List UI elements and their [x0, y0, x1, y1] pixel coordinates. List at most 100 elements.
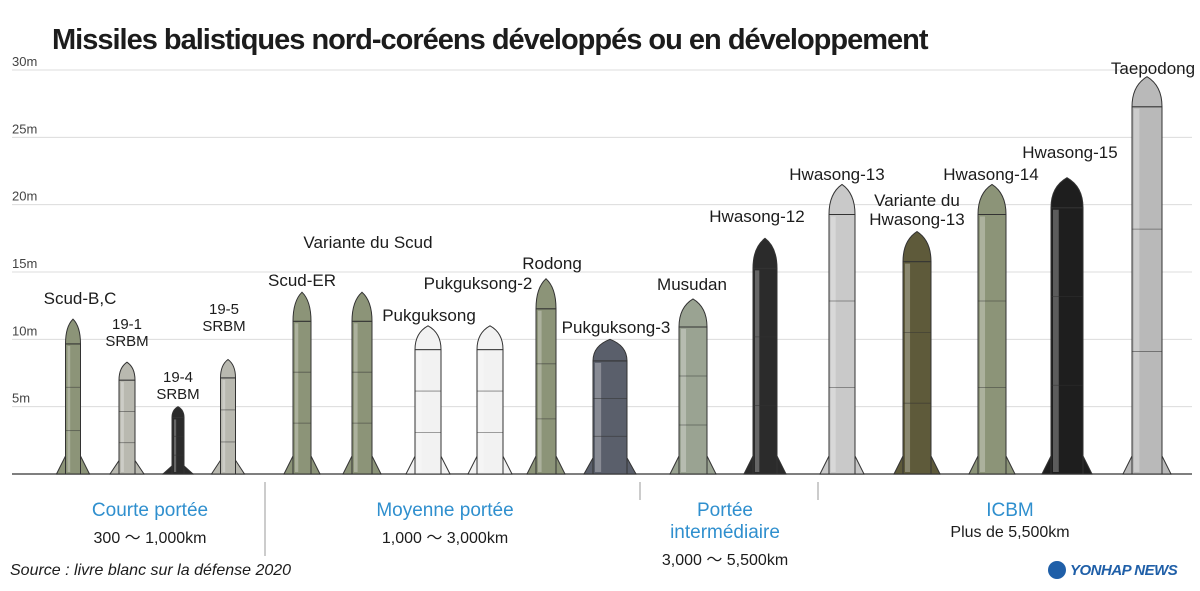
missile-label: Pukguksong: [382, 306, 476, 325]
missile-17: Taepodong: [1111, 59, 1195, 475]
y-tick-label: 25m: [12, 121, 37, 136]
category-range: 3,000 ～ 5,500km: [661, 552, 789, 569]
missile-fin-right: [440, 455, 451, 475]
missile-3: 19-4 SRBM: [156, 369, 200, 475]
missile-body: [1131, 106, 1163, 475]
missile-fin-left: [210, 458, 221, 475]
missile-highlight: [479, 351, 484, 472]
missile-5: Scud-ER: [268, 271, 336, 475]
missile-nose: [828, 183, 856, 215]
missile-nose: [351, 291, 373, 322]
missile-body: [977, 213, 1007, 475]
missile-highlight: [980, 216, 986, 472]
missile-fin-left: [109, 458, 120, 475]
missile-10: Pukguksong-3: [562, 318, 671, 475]
missile-body: [1050, 207, 1084, 475]
missile-highlight: [295, 323, 299, 472]
missile-nose: [414, 325, 442, 351]
y-tick-label: 20m: [12, 189, 37, 204]
missile-fin-left: [405, 455, 416, 475]
missile-body: [828, 213, 856, 475]
missile-2: 19-1 SRBM: [105, 316, 149, 475]
missile-16: Hwasong-15: [1022, 143, 1118, 475]
missile-label: Rodong: [522, 254, 582, 273]
missile-body: [752, 267, 778, 475]
yonhap-emblem-icon: [1048, 561, 1066, 579]
missile-label: Musudan: [657, 275, 727, 294]
missile-highlight: [354, 323, 358, 472]
missile-label: Scud-B,C: [44, 289, 117, 308]
missile-fin-left: [893, 455, 904, 475]
missile-4: 19-5 SRBM: [202, 301, 246, 475]
missile-label: Variante du Hwasong-13: [869, 191, 964, 229]
missile-14: Variante du Hwasong-13: [869, 191, 965, 475]
category-medium-range: Moyenne portée 1,000 ～ 3,000km: [335, 500, 555, 548]
missile-body: [171, 416, 185, 475]
missile-body: [678, 326, 708, 475]
missile-body: [414, 349, 442, 475]
missile-highlight: [121, 382, 124, 472]
missile-nose: [1131, 76, 1163, 108]
missile-label: Hwasong-15: [1022, 143, 1117, 162]
missile-fin-right: [310, 455, 321, 475]
missile-nose: [118, 361, 136, 381]
missile-highlight: [831, 216, 836, 472]
missile-nose: [752, 237, 778, 269]
missile-7: Pukguksong: [382, 306, 476, 475]
missile-fin-left: [669, 455, 680, 475]
missile-label: Hwasong-13: [789, 165, 884, 184]
missile-fin-right: [502, 455, 513, 475]
missile-nose: [171, 406, 185, 418]
missile-label: Variante du Scud: [303, 233, 432, 252]
y-tick-label: 30m: [12, 54, 37, 69]
missile-label: Pukguksong-2: [424, 274, 533, 293]
y-tick-label: 10m: [12, 323, 37, 338]
missile-fin-left: [1041, 455, 1052, 475]
missile-8: Pukguksong-2: [424, 274, 533, 475]
chart-title: Missiles balistiques nord-coréens dévelo…: [52, 24, 929, 56]
missile-body: [902, 261, 932, 475]
missile-nose: [535, 278, 557, 310]
category-name: ICBM: [986, 500, 1034, 521]
missile-label: Scud-ER: [268, 271, 336, 290]
missile-fin-right: [776, 455, 787, 475]
missile-fin-right: [706, 455, 717, 475]
missile-nose: [678, 298, 708, 328]
y-tick-label: 15m: [12, 256, 37, 271]
missile-nose: [292, 291, 312, 322]
category-name: Portée intermédiaire: [670, 500, 780, 543]
missile-highlight: [174, 419, 177, 472]
y-tick-label: 5m: [12, 391, 30, 406]
category-name: Moyenne portée: [376, 500, 514, 521]
missile-fin-left: [968, 455, 979, 475]
missile-highlight: [1134, 108, 1140, 472]
missile-highlight: [1053, 209, 1059, 472]
category-range: 300 ～ 1,000km: [93, 530, 207, 547]
missile-highlight: [417, 351, 422, 472]
missile-label: 19-1 SRBM: [105, 316, 148, 350]
missile-fin-left: [55, 455, 66, 475]
category-intermediate-range: Portée intermédiaire 3,000 ～ 5,500km: [640, 500, 810, 570]
missile-15: Hwasong-14: [943, 165, 1039, 475]
missile-fin-left: [342, 455, 353, 475]
missile-highlight: [595, 362, 602, 472]
missile-fin-left: [819, 455, 830, 475]
missile-nose: [902, 231, 932, 263]
missile-highlight: [538, 310, 542, 472]
missile-fin-right: [235, 458, 246, 475]
missile-fin-right: [555, 455, 566, 475]
missile-fin-right: [183, 464, 195, 475]
source-note: Source : livre blanc sur la défense 2020: [10, 562, 292, 579]
missile-fin-left: [467, 455, 478, 475]
missile-highlight: [681, 328, 687, 472]
missile-nose: [592, 338, 628, 362]
missile-nose: [64, 318, 82, 345]
missile-label: Pukguksong-3: [562, 318, 671, 337]
missile-13: Hwasong-13: [789, 165, 885, 475]
missile-9: Rodong: [522, 254, 582, 475]
missile-1: Scud-B,C: [44, 289, 117, 475]
missile-fin-left: [583, 455, 594, 475]
missile-highlight: [905, 263, 911, 472]
